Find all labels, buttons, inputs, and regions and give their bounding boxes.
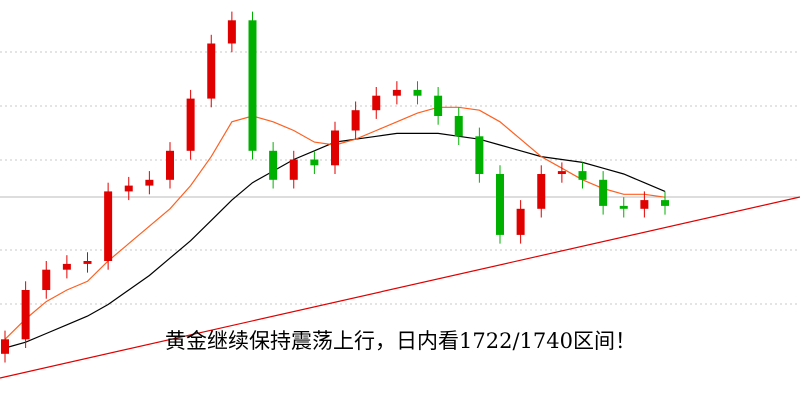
candle-body — [413, 89, 422, 96]
candle-body — [83, 261, 92, 264]
candle-body — [227, 20, 236, 44]
candle-body — [104, 191, 113, 261]
candle-body — [42, 269, 51, 290]
candle-body — [207, 43, 216, 99]
candle-body — [392, 89, 401, 96]
candle-body — [124, 185, 133, 192]
candle-body — [661, 200, 669, 206]
candle-body — [599, 179, 608, 206]
plot — [1, 11, 669, 363]
candle-body — [331, 130, 339, 166]
candle-body — [62, 263, 71, 270]
candle-body — [351, 110, 360, 131]
candle-body — [557, 171, 566, 174]
candle-body — [166, 150, 174, 180]
candle-body — [475, 136, 484, 174]
grid — [0, 51, 800, 305]
candle-body — [516, 208, 525, 235]
candle-body — [578, 171, 587, 180]
candle-body — [21, 290, 30, 340]
candle-body — [454, 116, 463, 137]
candle-body — [372, 95, 381, 111]
candle-body — [269, 150, 278, 180]
candle-body — [434, 95, 443, 116]
candle-body — [537, 174, 546, 209]
candle-body — [1, 339, 9, 354]
candle-body — [186, 98, 195, 151]
candle-body — [145, 179, 154, 186]
candle-body — [248, 20, 257, 151]
annotation: 黄金继续保持震荡上行，日内看1722/1740区间！ — [165, 329, 636, 353]
candle-body — [289, 159, 298, 180]
trend-line — [0, 196, 800, 379]
candle-body — [619, 205, 628, 209]
candle-body — [310, 159, 319, 166]
candle-body — [496, 174, 504, 235]
candle-body — [640, 200, 649, 209]
